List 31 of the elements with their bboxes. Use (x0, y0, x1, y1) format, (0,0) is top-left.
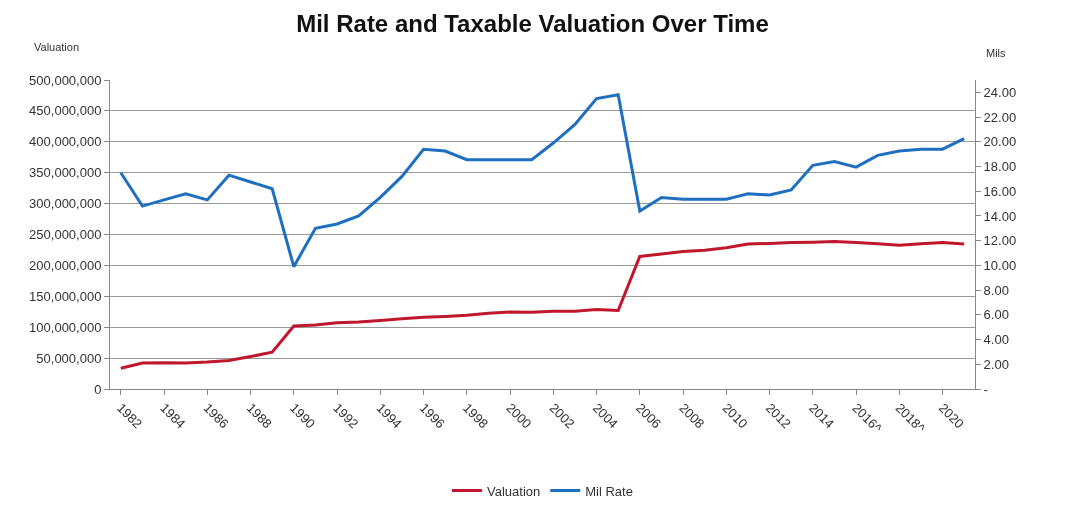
y-tick-label: 450,000,000 (29, 103, 102, 119)
y-tick-label: 100,000,000 (29, 319, 102, 335)
y2-tick-label: 8.00 (983, 282, 1009, 298)
y2-tick-label: - (983, 381, 988, 397)
y2-tick-label: 18.00 (983, 159, 1017, 175)
y2-tick-label: 2.00 (983, 356, 1009, 372)
y-axis-title: Valuation (34, 41, 80, 53)
y2-tick-label: 22.00 (983, 109, 1017, 125)
y-tick-label: 150,000,000 (29, 288, 102, 304)
y2-axis-title: Mils (986, 47, 1007, 59)
y2-tick-label: 12.00 (983, 233, 1017, 249)
y2-tick-label: 24.00 (983, 84, 1017, 100)
y-tick-label: 0 (94, 381, 102, 397)
chart-title: Mil Rate and Taxable Valuation Over Time (296, 10, 769, 38)
line-series (119, 93, 966, 269)
y2-tick-label: 10.00 (983, 257, 1017, 273)
legend-label: Valuation (487, 483, 541, 499)
y-tick-label: 350,000,000 (29, 165, 102, 181)
y2-tick-label: 16.00 (983, 183, 1017, 199)
legend-label: Mil Rate (585, 483, 633, 499)
y2-tick-label: 4.00 (983, 332, 1009, 348)
y-tick-label: 500,000,000 (29, 72, 102, 88)
y-tick-label: 200,000,000 (29, 257, 102, 273)
y-tick-label: 50,000,000 (36, 350, 102, 366)
line-series (119, 240, 966, 370)
y2-tick-label: 14.00 (983, 208, 1017, 224)
y-tick-label: 300,000,000 (29, 196, 102, 212)
y2-tick-label: 20.00 (983, 134, 1017, 150)
y2-tick-label: 6.00 (983, 307, 1009, 323)
y-tick-label: 400,000,000 (29, 134, 102, 150)
y-tick-label: 250,000,000 (29, 227, 102, 243)
